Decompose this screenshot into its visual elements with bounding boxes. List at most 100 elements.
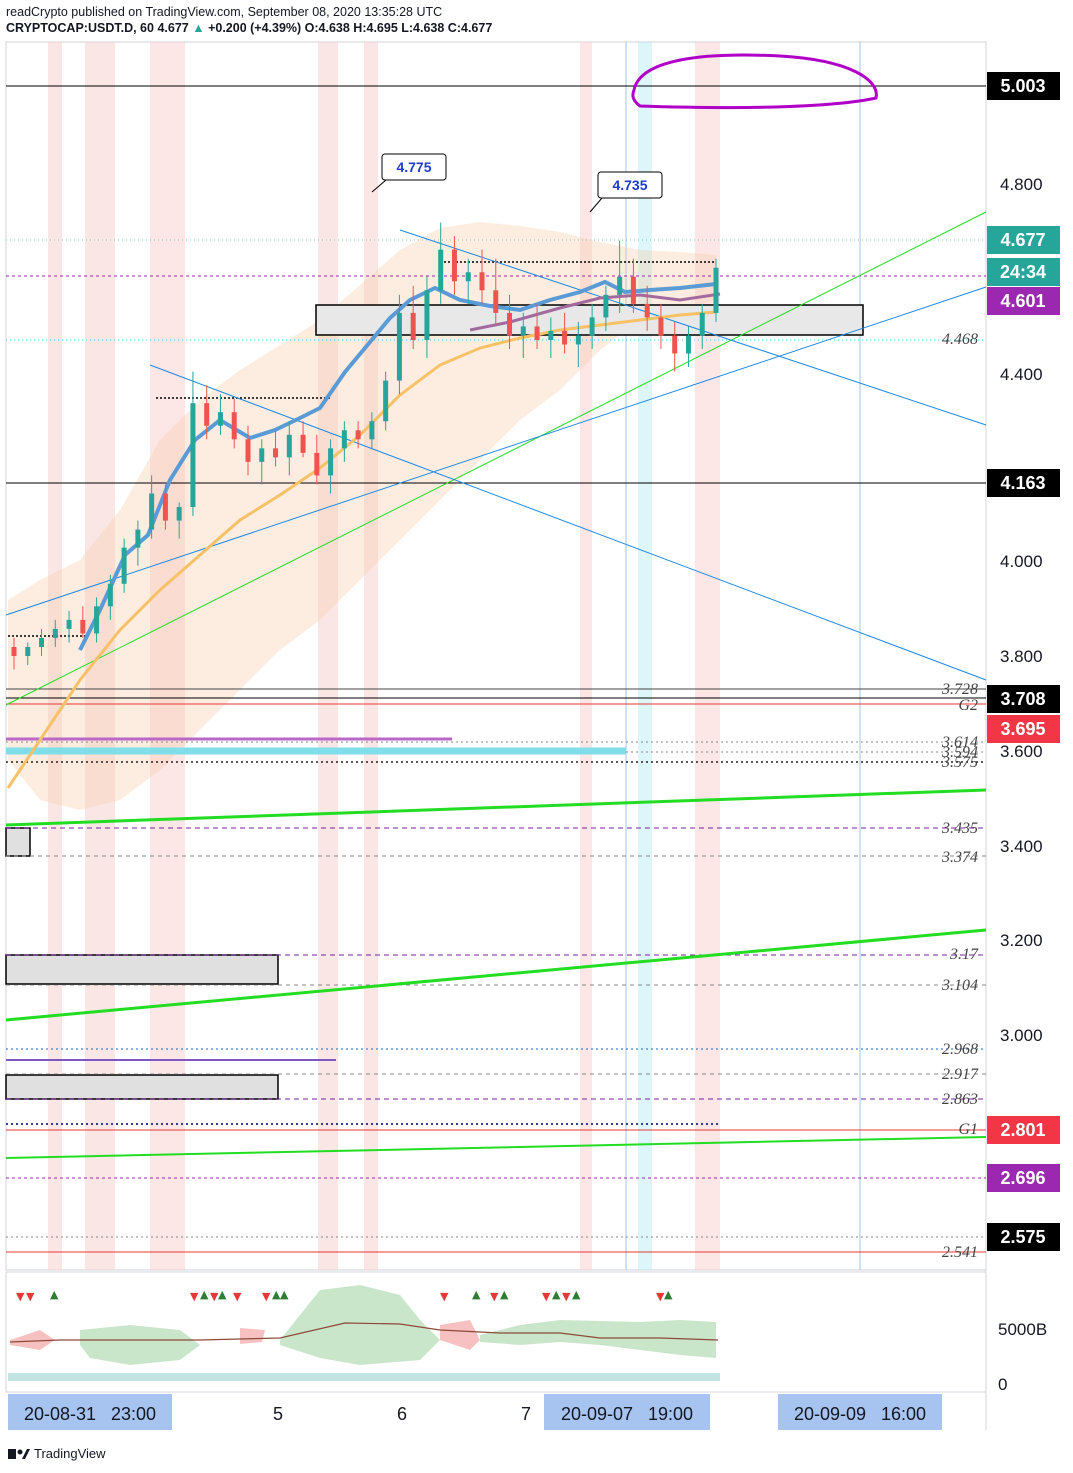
price-tick: 3.200	[1000, 931, 1043, 950]
symbol-label[interactable]: CRYPTOCAP:USDT.D, 60	[6, 21, 154, 35]
candle-body	[80, 619, 86, 634]
candle-body	[286, 434, 292, 458]
svg-text:▼: ▼	[190, 1290, 199, 1303]
tradingview-footer: TradingView	[8, 1446, 106, 1461]
level-label: 3.17	[949, 946, 979, 963]
svg-text:▲: ▲	[272, 1288, 281, 1301]
price-tag: 4.163	[1000, 473, 1045, 493]
svg-text:▼: ▼	[26, 1290, 35, 1303]
svg-text:▼: ▼	[262, 1290, 271, 1303]
candle-body	[438, 249, 444, 291]
candle-body	[507, 312, 513, 336]
price-change: +0.200 (+4.39%)	[208, 21, 302, 35]
callout-high-1: 4.775	[371, 153, 447, 193]
price-tag: 2.575	[1000, 1227, 1045, 1247]
candle-body	[341, 430, 347, 449]
price-tag: 3.708	[1000, 689, 1045, 709]
level-label: G2	[958, 697, 978, 714]
svg-text:▲: ▲	[572, 1288, 581, 1301]
level-label: 3.575	[941, 754, 978, 771]
level-label: 3.594	[941, 744, 978, 761]
svg-text:▲: ▲	[200, 1288, 209, 1301]
price-tags: 5.003 4.677 24:34 4.601 4.163 3.708 3.69…	[987, 72, 1060, 1251]
candle-body	[630, 276, 636, 304]
candle-body	[245, 439, 251, 462]
svg-text:▲: ▲	[218, 1288, 227, 1301]
svg-text:5000B: 5000B	[998, 1320, 1047, 1339]
candle-body	[658, 317, 664, 336]
candle-body	[396, 312, 402, 381]
footer-brand: TradingView	[34, 1446, 106, 1461]
candle-body	[479, 272, 485, 291]
annotation-ellipse	[631, 53, 878, 110]
price-tick: 4.400	[1000, 365, 1043, 384]
candle-body	[603, 294, 609, 318]
level-label: 2.968	[942, 1041, 978, 1058]
candle-body	[328, 448, 334, 476]
candle-body	[534, 326, 540, 340]
candle-body	[94, 606, 100, 634]
callout-high-2: 4.735	[589, 171, 663, 213]
ohlc-values: O:4.638 H:4.695 L:4.638 C:4.677	[304, 21, 493, 35]
svg-text:▲: ▲	[552, 1288, 561, 1301]
indicator-pane: 5000B 0 ▼ ▼ ▲ ▼ ▲ ▼ ▲ ▼ ▼ ▲ ▲ ▼ ▲ ▼ ▲ ▼ ▲ ▼ ▲ ▼ ▲	[8, 1285, 1047, 1394]
candle-body	[121, 547, 127, 584]
price-tick: 3.800	[1000, 647, 1043, 666]
candle-body	[314, 452, 320, 476]
candle-body	[259, 448, 265, 462]
candle-body	[25, 646, 31, 656]
candle-body	[575, 335, 581, 345]
trendlines	[5, 211, 987, 1159]
candle-body	[410, 312, 416, 340]
candle-body	[176, 507, 182, 521]
time-label-cursor: 20-09-07 19:00	[561, 1404, 693, 1424]
candle-body	[424, 290, 430, 340]
signal-arrows: ▼ ▼ ▲ ▼ ▲ ▼ ▲ ▼ ▼ ▲ ▲ ▼ ▲ ▼ ▲ ▼ ▲ ▼ ▲ ▼ ▲	[16, 1288, 673, 1303]
candle-body	[699, 312, 705, 336]
level-labels: 4.468 3.728 G2 3.614 3.594 3.575 3.435 3…	[941, 331, 979, 1261]
tradingview-logo-icon	[8, 1448, 30, 1459]
svg-text:▼: ▼	[233, 1290, 242, 1303]
callout-label-1: 4.775	[396, 159, 431, 175]
countdown-tag: 24:34	[1000, 262, 1046, 282]
publish-info: readCrypto published on TradingView.com,…	[6, 5, 443, 19]
level-label: 4.468	[942, 331, 978, 348]
candle-body	[493, 290, 499, 313]
level-label: 3.614	[941, 734, 978, 751]
candle-body	[52, 628, 58, 638]
svg-text:▼: ▼	[490, 1290, 499, 1303]
price-tag: 5.003	[1000, 76, 1045, 96]
level-label: 3.104	[941, 977, 978, 994]
candle-body	[369, 421, 375, 440]
candle-body	[383, 380, 389, 422]
session-bands	[48, 42, 720, 1270]
candle-body	[548, 330, 554, 340]
callout-label-2: 4.735	[612, 177, 647, 193]
indicator-line	[9, 1322, 719, 1343]
svg-text:▲: ▲	[664, 1288, 673, 1301]
candle-body	[685, 335, 691, 354]
candle-body	[204, 403, 210, 426]
candle-body	[589, 317, 595, 336]
support-zone-1	[5, 827, 31, 857]
svg-text:▲: ▲	[50, 1288, 59, 1301]
svg-text:▲: ▲	[280, 1288, 289, 1301]
svg-text:▼: ▼	[210, 1290, 219, 1303]
price-tag: 3.695	[1000, 719, 1045, 739]
price-tick: 4.000	[1000, 552, 1043, 571]
svg-text:▼: ▼	[542, 1290, 551, 1303]
level-label: 3.435	[941, 820, 978, 837]
last-price: 4.677	[157, 21, 189, 35]
volume-cloud	[80, 1285, 716, 1365]
cloud-band	[8, 222, 716, 810]
price-tag: 4.601	[1000, 291, 1045, 311]
candle-body	[713, 267, 719, 313]
volume-cloud-red	[10, 1320, 480, 1350]
support-zone-2	[5, 954, 279, 985]
candle-body	[300, 434, 306, 453]
candle-body	[107, 583, 113, 607]
ma-blue	[78, 279, 717, 651]
chart-header: readCrypto published on TradingView.com,…	[6, 4, 492, 36]
candle-body	[355, 430, 361, 440]
